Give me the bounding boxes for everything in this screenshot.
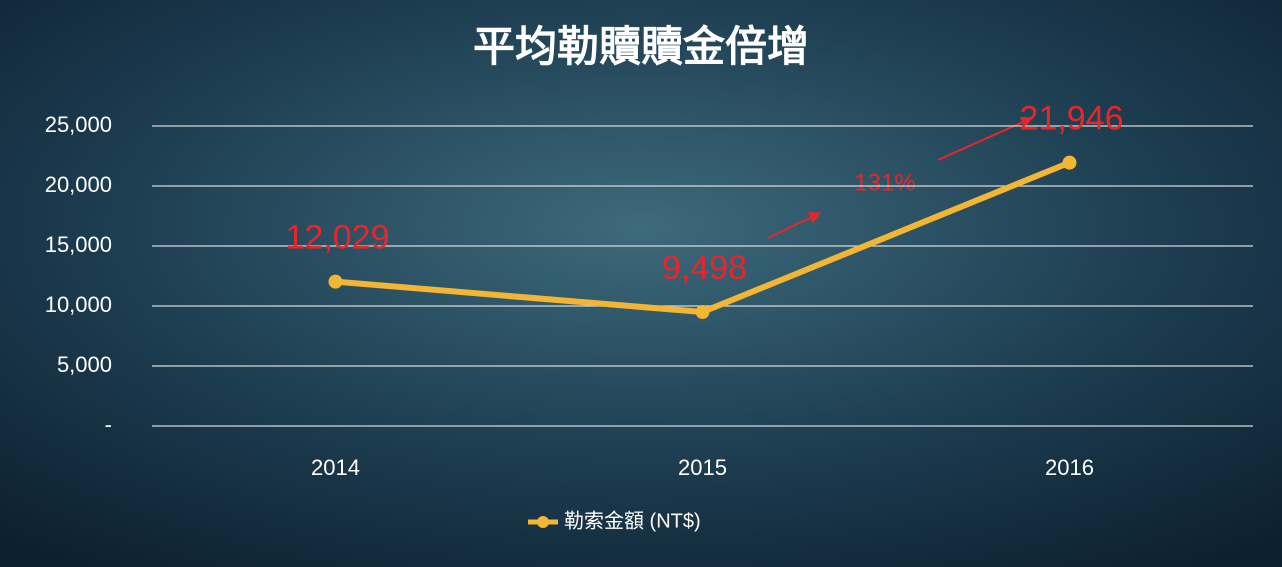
x-tick-label: 2015 [678, 455, 727, 480]
y-tick-label: 5,000 [57, 352, 112, 377]
arrow [767, 212, 822, 239]
value-label: 12,029 [286, 219, 390, 257]
point [328, 274, 343, 289]
y-tick-label: 10,000 [45, 292, 112, 317]
arrow [937, 116, 1034, 161]
point [695, 305, 710, 320]
y-tick-label: 25,000 [45, 112, 112, 137]
point [1062, 155, 1077, 170]
chart-title: 平均勒贖贖金倍增 [473, 23, 809, 70]
y-tick-label: 20,000 [45, 172, 112, 197]
x-tick-label: 2016 [1045, 455, 1094, 480]
value-label: 21,946 [1020, 100, 1124, 138]
legend-label: 勒索金額 (NT$) [564, 509, 701, 532]
y-tick-label: 15,000 [45, 232, 112, 257]
annotation: 131% [854, 169, 915, 196]
legend-marker [537, 516, 549, 528]
value-label: 9,498 [662, 249, 747, 287]
y-tick-label: - [105, 412, 112, 437]
x-tick-label: 2014 [311, 455, 360, 480]
